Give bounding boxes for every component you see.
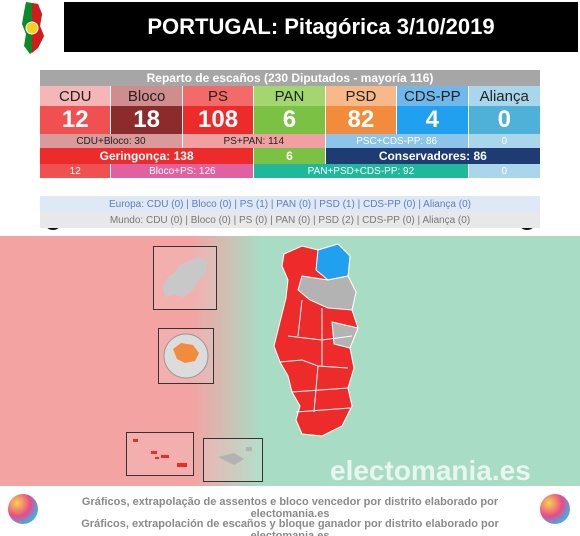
party-name-cds: CDS-PP [397,86,469,106]
footer: Gráficos, extrapolação de assentos e blo… [0,486,580,536]
seats-alianca: 0 [468,106,540,134]
party-name-pan: PAN [254,86,326,106]
table-header: Reparto de escaños (230 Diputados - mayo… [40,70,540,86]
page-title: PORTUGAL: Pitagórica 3/10/2019 [64,2,578,52]
madeira-islands [218,447,252,465]
portugal-flag-map-icon [22,2,44,54]
combo-pan-psd-cds: PAN+PSD+CDS-PP: 92 [254,164,469,178]
party-name-alianca: Aliança [468,86,540,106]
party-name-cdu: CDU [40,86,112,106]
seats-bloco: 18 [111,106,183,134]
combo-ps-pan: PS+PAN: 114 [182,134,326,148]
combination-row-2: 12 Bloco+PS: 126 PAN+PSD+CDS-PP: 92 0 [40,164,540,178]
combination-row: CDU+Bloco: 30 PS+PAN: 114 PSC+CDS-PP: 86… [40,134,540,148]
combo-row2-cdu: 12 [40,164,112,178]
mundo-results: Mundo: CDU (0) | Bloco (0) | PS (0) | PA… [40,212,540,228]
bloc-row: Geringonça: 138 6 Conservadores: 86 [40,148,540,164]
bloc-geringonca: Geringonça: 138 [40,148,255,164]
footer-line-spanish: Gráficos, extrapolación de escaños y blo… [81,518,499,536]
party-seats-row: 12 18 108 6 82 4 0 [40,106,540,134]
combo-psd-cds: PSC+CDS-PP: 86 [325,134,469,148]
results-map: electomania.es [0,236,580,486]
combo-cdu-bloco: CDU+Bloco: 30 [40,134,183,148]
seat-table: Reparto de escaños (230 Diputados - mayo… [40,70,540,178]
party-name-bloco: Bloco [111,86,183,106]
electomania-logo-icon [8,494,38,524]
brand-watermark: electomania.es [330,455,531,486]
azores-inset-map [126,432,194,476]
seats-cdu: 12 [40,106,112,134]
combo-bloco-ps: Bloco+PS: 126 [111,164,255,178]
footer-line-portuguese: Gráficos, extrapolação de assentos e blo… [81,496,499,520]
azores-islands [133,439,187,467]
europe-inset-map [153,246,217,310]
bloc-pan: 6 [254,148,326,164]
madeira-inset-map [203,438,263,482]
seats-ps: 108 [182,106,255,134]
asia-inset-map [158,328,214,384]
asia-globe [163,333,209,379]
combo-alianca: 0 [468,134,540,148]
seats-pan: 6 [254,106,326,134]
party-name-row: CDU Bloco PS PAN PSD CDS-PP Aliança [40,86,540,106]
party-name-psd: PSD [325,86,398,106]
party-name-ps: PS [182,86,255,106]
europe-shape [162,257,208,297]
seats-cds: 4 [397,106,469,134]
europa-results: Europa: CDU (0) | Bloco (0) | PS (1) | P… [40,196,540,212]
bloc-conservadores: Conservadores: 86 [325,148,540,164]
seats-psd: 82 [325,106,398,134]
portugal-district-map [273,243,359,437]
combo-row2-alianca: 0 [468,164,540,178]
electomania-logo-icon [540,494,570,524]
